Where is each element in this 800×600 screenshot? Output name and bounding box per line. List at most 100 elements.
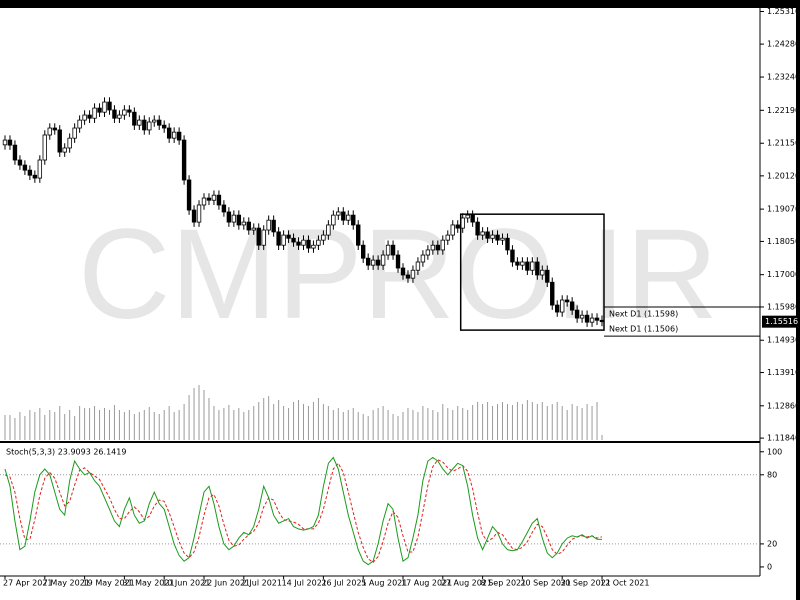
candle-body [127,109,132,113]
y-tick-label: 1.18050 [767,237,800,246]
volume-bar [128,410,130,440]
current-price-label: 1.15516 [765,317,798,326]
candle-body [490,234,495,239]
candle-body [505,237,510,251]
volume-bar [278,400,280,440]
volume-bar [183,404,185,440]
volume-bar [243,412,245,440]
candle-body [331,214,336,226]
candle-body [385,244,391,256]
volume-bar [168,406,170,440]
x-tick-label: 19 May 2021 [83,579,135,588]
candle-body [380,254,386,266]
volume-bar [412,410,414,440]
candle-body [445,234,450,241]
candle-body [122,109,127,116]
volume-bar [148,407,150,440]
volume-bar [342,412,344,440]
candle-body [176,131,182,141]
x-tick-label: 7 May 2021 [43,579,90,588]
candle-body [495,234,500,241]
candle-body [276,231,281,246]
volume-bar [332,410,334,440]
candle-body [37,159,43,179]
candle-body [435,244,441,251]
indicator-label: Stoch(5,3,3) 23.9093 26.1419 [6,448,126,457]
candle-body [420,254,426,263]
candle-body [475,221,480,236]
volume-bar [526,400,528,440]
y-tick-label: 1.14930 [767,336,800,345]
candle-body [57,129,62,153]
volume-bar [482,404,484,440]
volume-bar [253,406,255,440]
x-tick-label: 17 Aug 2021 [401,579,452,588]
volume-bar [472,405,474,440]
stoch-k-line [4,456,603,566]
candle-body [311,244,316,249]
candle-body [306,239,311,249]
current-price-box [762,315,796,328]
volume-bar [417,412,419,440]
volume-bar [317,398,319,440]
candle-body [241,221,246,226]
volume-bar [477,402,479,440]
volume-bar [143,410,145,440]
x-tick-label: 27 Apr 2021 [3,579,52,588]
candle-body [296,241,301,246]
candle-body [97,107,102,113]
y-tick-label: 1.11840 [767,434,800,443]
volume-bar [4,415,6,440]
candle-body [440,239,445,251]
volume-bar [347,410,349,440]
volume-bar [14,418,16,440]
candle-body [82,114,87,121]
x-tick-label: 10 Jun 2021 [162,579,210,588]
volume-bar [571,404,573,440]
volume-bar [601,435,603,440]
volume-bar [283,406,285,440]
volume-bar [551,404,553,440]
candle-body [226,211,232,223]
volume-bar [273,404,275,440]
candle-body [7,139,13,146]
volume-bar [213,406,215,440]
volume-bar [49,410,51,440]
x-tick-label: 22 Jun 2021 [202,579,250,588]
volume-bar [322,404,324,440]
candle-body [510,249,515,263]
candle-body [22,164,28,171]
volume-bar [352,408,354,440]
volume-bar [29,410,31,440]
volume-bar [203,390,205,440]
volume-bar [193,388,195,440]
volume-bar [288,408,290,440]
candle-body [132,111,137,126]
volume-bar [422,406,424,440]
volume-bar [248,410,250,440]
candle-body [196,204,202,223]
x-tick-label: 20 Sep 2021 [520,579,571,588]
indicator-y-tick-label: 20 [767,539,777,548]
volume-bar [556,402,558,440]
x-tick-label: 30 Sep 2021 [560,579,611,588]
candle-body [525,261,530,271]
candle-body [266,219,271,231]
candle-body [171,131,177,139]
y-tick-label: 1.19070 [767,205,800,214]
candle-body [2,139,8,146]
candle-body [550,281,555,306]
volume-bar [298,400,300,440]
candle-body [62,147,67,153]
candle-body [485,231,490,239]
candle-body [356,224,361,246]
x-tick-label: 27 Aug 2021 [441,579,492,588]
candle-body [107,101,112,111]
volume-bar [581,408,583,440]
volume-bar [138,412,140,440]
volume-bar [452,410,454,440]
volume-bar [357,412,359,440]
volume-bar [268,396,270,440]
candle-body [450,224,455,236]
